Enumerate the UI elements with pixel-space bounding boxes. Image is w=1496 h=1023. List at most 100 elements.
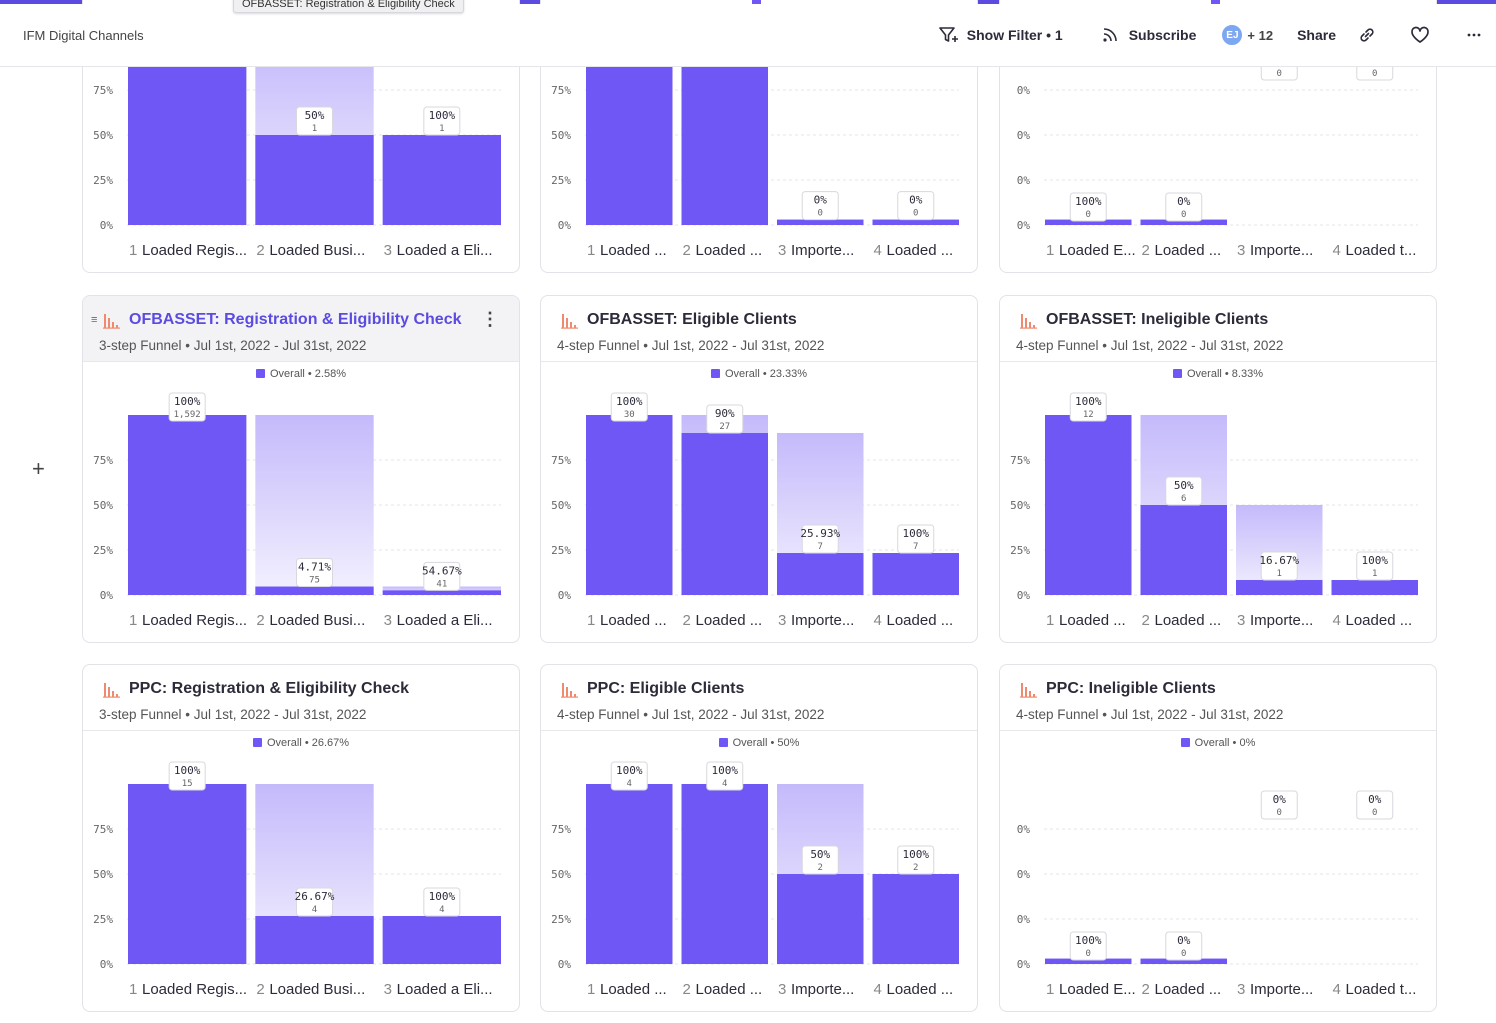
- board-title: IFM Digital Channels: [23, 28, 144, 43]
- bar[interactable]: [1236, 580, 1323, 595]
- bar[interactable]: [382, 135, 501, 225]
- add-row-icon[interactable]: +: [32, 456, 45, 481]
- y-tick-label: 0%: [100, 589, 114, 602]
- bar[interactable]: [586, 415, 673, 595]
- x-tick-label: Importe...: [791, 981, 854, 998]
- data-label-count: 2: [818, 863, 823, 873]
- data-label-percent: 90%: [715, 407, 735, 420]
- chart-legend: Overall • 2.58%: [83, 368, 519, 380]
- bar[interactable]: [1140, 505, 1228, 595]
- data-label-count: 0: [913, 209, 918, 219]
- bar[interactable]: [382, 590, 501, 595]
- data-label-box: [296, 106, 333, 136]
- card-title[interactable]: OFBASSET: Eligible Clients: [587, 311, 797, 328]
- bar[interactable]: [1045, 958, 1132, 964]
- copy-link-button[interactable]: [1358, 26, 1384, 44]
- x-tick-label: Loaded Regis...: [142, 981, 247, 998]
- report-card[interactable]: OFBASSET: Ineligible Clients 4-step Funne…: [999, 295, 1437, 643]
- bar[interactable]: [681, 45, 769, 225]
- report-card[interactable]: ≡ OFBASSET: Registration & Eligibility Ch…: [82, 295, 520, 643]
- card-header[interactable]: OFBASSET: Eligible Clients 4-step Funnel …: [541, 296, 977, 362]
- x-step-number: 2: [256, 612, 264, 629]
- report-card[interactable]: PPC: Eligible Clients 4-step Funnel • Jul…: [540, 664, 978, 1012]
- favorite-button[interactable]: [1410, 26, 1438, 44]
- more-options-button[interactable]: [1466, 26, 1490, 44]
- bar[interactable]: [128, 45, 247, 225]
- bar[interactable]: [872, 553, 960, 595]
- share-button[interactable]: Share: [1297, 27, 1336, 43]
- card-title[interactable]: PPC: Eligible Clients: [587, 680, 745, 697]
- card-title[interactable]: OFBASSET: Registration & Eligibility Che…: [129, 311, 462, 328]
- rss-icon: [1103, 28, 1117, 42]
- bar[interactable]: [586, 784, 673, 964]
- y-tick-label: 75%: [93, 454, 113, 467]
- bar[interactable]: [777, 874, 864, 964]
- avatar: EJ: [1220, 23, 1245, 47]
- bar[interactable]: [255, 135, 374, 225]
- data-label-count: 75: [309, 576, 320, 586]
- x-tick-label: Loaded Regis...: [142, 612, 247, 629]
- bar[interactable]: [128, 784, 247, 964]
- x-tick-label: Loaded ...: [696, 981, 763, 998]
- card-header[interactable]: PPC: Eligible Clients 4-step Funnel • Jul…: [541, 665, 977, 731]
- card-header[interactable]: OFBASSET: Ineligible Clients 4-step Funne…: [1000, 296, 1436, 362]
- card-menu-icon[interactable]: ⋮: [481, 309, 499, 329]
- subscribe-button[interactable]: Subscribe: [1101, 26, 1196, 44]
- show-filter-button[interactable]: Show Filter • 1: [938, 26, 1063, 44]
- x-tick-label: Loaded ...: [600, 612, 667, 629]
- bar[interactable]: [872, 219, 960, 225]
- more-horizontal-icon: [1467, 33, 1481, 37]
- collaborators[interactable]: EJ + 12: [1220, 23, 1273, 47]
- data-label-box: [801, 524, 839, 554]
- data-label-count: 1: [1372, 569, 1377, 579]
- report-card[interactable]: PPC: Ineligible Clients 4-step Funnel • J…: [999, 664, 1437, 1012]
- bar[interactable]: [1140, 958, 1228, 964]
- x-tick-label: Loaded t...: [1346, 242, 1417, 259]
- card-header[interactable]: ≡ OFBASSET: Registration & Eligibility Ch…: [83, 296, 519, 362]
- report-card[interactable]: PPC: Registration & Eligibility Check 3-s…: [82, 664, 520, 1012]
- x-step-number: 4: [874, 981, 882, 998]
- x-tick-label: Loaded a Eli...: [397, 242, 493, 259]
- x-tick-label: Loaded ...: [1155, 612, 1222, 629]
- data-label-count: 6: [1181, 494, 1186, 504]
- legend-label: Overall • 50%: [732, 737, 800, 749]
- y-tick-label: 0%: [100, 958, 114, 971]
- bar[interactable]: [586, 45, 673, 225]
- bar[interactable]: [777, 219, 864, 225]
- drag-handle-icon[interactable]: ≡: [91, 314, 98, 326]
- y-tick-label: 50%: [551, 499, 571, 512]
- x-step-number: 2: [683, 242, 691, 259]
- card-title[interactable]: PPC: Registration & Eligibility Check: [129, 680, 410, 697]
- bar[interactable]: [255, 915, 374, 964]
- data-label-box: [897, 524, 935, 554]
- data-label-percent: 100%: [712, 764, 739, 777]
- data-label-count: 27: [719, 422, 730, 432]
- data-label-percent: 26.67%: [295, 890, 335, 903]
- data-label-box: [423, 887, 461, 917]
- collaborators-count: + 12: [1247, 27, 1274, 43]
- funnel-report-icon: [561, 683, 578, 698]
- bar[interactable]: [872, 874, 960, 964]
- bar[interactable]: [681, 433, 769, 595]
- card-title[interactable]: PPC: Ineligible Clients: [1046, 680, 1216, 697]
- x-tick-label: Loaded ...: [1059, 612, 1126, 629]
- x-tick-label: Loaded Busi...: [269, 612, 365, 629]
- x-tick-label: Loaded ...: [887, 242, 954, 259]
- card-title[interactable]: OFBASSET: Ineligible Clients: [1046, 311, 1269, 328]
- card-header[interactable]: PPC: Ineligible Clients 4-step Funnel • J…: [1000, 665, 1436, 731]
- card-header[interactable]: PPC: Registration & Eligibility Check 3-s…: [83, 665, 519, 731]
- legend-swatch: [710, 369, 720, 378]
- data-label-percent: 0%: [1273, 793, 1287, 806]
- bar[interactable]: [681, 784, 769, 964]
- bar[interactable]: [382, 915, 501, 964]
- bar[interactable]: [1045, 219, 1132, 225]
- report-card[interactable]: OFBASSET: Eligible Clients 4-step Funnel …: [540, 295, 978, 643]
- bar[interactable]: [777, 553, 864, 595]
- bar[interactable]: [1045, 415, 1132, 595]
- data-label-box: [1069, 392, 1107, 422]
- bar[interactable]: [1331, 580, 1419, 595]
- y-tick-label: 0%: [1017, 84, 1031, 97]
- bar[interactable]: [255, 586, 374, 595]
- bar[interactable]: [1140, 219, 1228, 225]
- bar[interactable]: [128, 415, 247, 595]
